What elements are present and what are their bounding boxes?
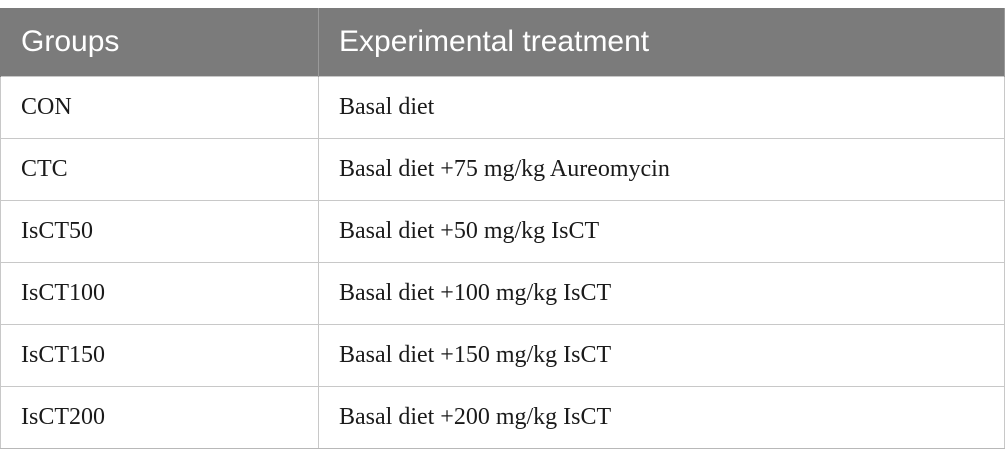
treatment-table: Groups Experimental treatment CON Basal …: [0, 8, 1005, 449]
header-groups: Groups: [0, 8, 319, 76]
group-cell: CTC: [0, 137, 319, 201]
treatment-cell: Basal diet +75 mg/kg Aureomycin: [318, 137, 1005, 201]
table-row: IsCT150 Basal diet +150 mg/kg IsCT: [0, 323, 1005, 387]
header-experimental-treatment: Experimental treatment: [318, 8, 1005, 76]
table-row: CON Basal diet: [0, 75, 1005, 139]
group-cell: IsCT200: [0, 385, 319, 449]
group-cell: IsCT100: [0, 261, 319, 325]
table-row: IsCT100 Basal diet +100 mg/kg IsCT: [0, 261, 1005, 325]
table-header: Groups Experimental treatment: [0, 8, 1005, 76]
group-cell: IsCT50: [0, 199, 319, 263]
treatment-cell: Basal diet +150 mg/kg IsCT: [318, 323, 1005, 387]
treatment-table-container: Groups Experimental treatment CON Basal …: [0, 8, 1005, 449]
group-cell: CON: [0, 75, 319, 139]
header-row: Groups Experimental treatment: [0, 8, 1005, 76]
table-row: CTC Basal diet +75 mg/kg Aureomycin: [0, 137, 1005, 201]
table-row: IsCT50 Basal diet +50 mg/kg IsCT: [0, 199, 1005, 263]
table-body: CON Basal diet CTC Basal diet +75 mg/kg …: [0, 75, 1005, 449]
treatment-cell: Basal diet +100 mg/kg IsCT: [318, 261, 1005, 325]
group-cell: IsCT150: [0, 323, 319, 387]
table-row: IsCT200 Basal diet +200 mg/kg IsCT: [0, 385, 1005, 449]
treatment-cell: Basal diet +50 mg/kg IsCT: [318, 199, 1005, 263]
treatment-cell: Basal diet: [318, 75, 1005, 139]
treatment-cell: Basal diet +200 mg/kg IsCT: [318, 385, 1005, 449]
